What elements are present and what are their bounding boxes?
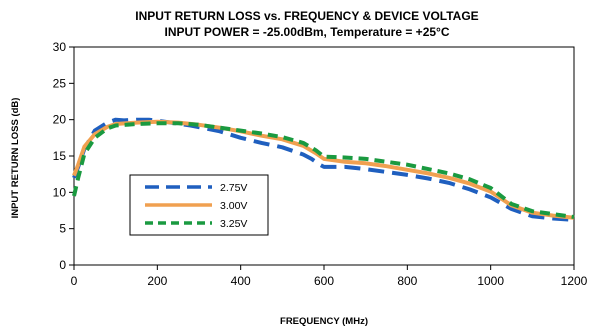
y-axis-ticks: 0 5 10 15 20 25 30: [53, 40, 74, 272]
x-tick-label: 400: [231, 274, 251, 288]
chart-subtitle: INPUT POWER = -25.00dBm, Temperature = +…: [165, 25, 450, 39]
x-tick-label: 600: [314, 274, 334, 288]
series-line-1: [72, 117, 575, 222]
y-axis-label: INPUT RETURN LOSS (dB): [10, 98, 21, 219]
chart-title: INPUT RETURN LOSS vs. FREQUENCY & DEVICE…: [135, 9, 478, 23]
series-line-3: [72, 121, 575, 219]
y-tick-label: 0: [59, 258, 66, 272]
x-axis-ticks: 0 200 400 600 800 1000 1200: [71, 265, 588, 288]
legend-label-1: 2.75V: [220, 182, 247, 194]
legend-label-2: 3.00V: [220, 200, 247, 212]
x-tick-label: 1000: [477, 274, 504, 288]
legend-label-3: 3.25V: [220, 218, 247, 230]
x-tick-label: 1200: [561, 274, 588, 288]
series-layer: [72, 117, 575, 222]
x-tick-label: 200: [147, 274, 167, 288]
x-tick-label: 800: [397, 274, 417, 288]
x-tick-label: 0: [71, 274, 78, 288]
y-tick-label: 25: [53, 76, 67, 90]
x-axis-label: FREQUENCY (MHz): [280, 316, 368, 327]
y-tick-label: 20: [53, 113, 67, 127]
y-tick-label: 15: [53, 149, 67, 163]
legend: 2.75V 3.00V 3.25V: [129, 174, 269, 236]
y-tick-label: 10: [53, 185, 67, 199]
y-tick-label: 5: [59, 222, 66, 236]
y-tick-label: 30: [53, 40, 67, 54]
